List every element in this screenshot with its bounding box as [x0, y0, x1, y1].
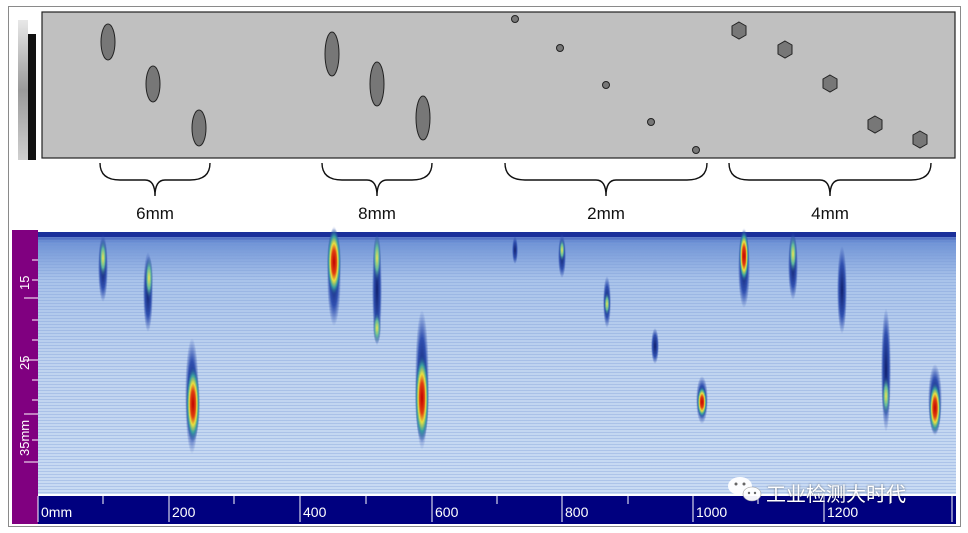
- watermark-text: 工业检测大时代: [728, 478, 906, 507]
- position-tick-label: 1000: [696, 504, 728, 520]
- depth-tick-label: 15: [17, 276, 32, 290]
- defect-ellipse: [324, 31, 340, 77]
- defect-group-2mm: [511, 15, 700, 154]
- group-label-2mm: 2mm: [587, 204, 625, 223]
- brace-2mm: [504, 162, 708, 197]
- position-tick-label: 800: [565, 504, 589, 520]
- bscan-texture: [38, 232, 956, 494]
- depth-scale-ticks: [24, 259, 38, 463]
- bscan-surface-echo: [38, 232, 956, 237]
- defect-circle: [602, 81, 610, 89]
- depth-scale-bar: [12, 230, 38, 524]
- watermark-label: 工业检测大时代: [766, 484, 906, 506]
- defect-hexagon: [777, 40, 793, 59]
- brace-6mm: [99, 162, 211, 197]
- position-tick-label: 400: [303, 504, 327, 520]
- position-tick-label: 1200: [827, 504, 859, 520]
- position-scale-ticks: [37, 496, 953, 522]
- defect-hexagon: [731, 21, 747, 40]
- defect-circle: [511, 15, 519, 23]
- wechat-icon: [728, 477, 762, 502]
- position-tick-label: 200: [172, 504, 196, 520]
- group-label-4mm: 4mm: [811, 204, 849, 223]
- defect-circle: [647, 118, 655, 126]
- group-braces: [99, 162, 932, 197]
- indications-4mm: [738, 228, 942, 436]
- depth-tick-label: 25: [17, 356, 32, 370]
- defect-group-8mm: [324, 31, 431, 141]
- position-tick-label: 600: [435, 504, 459, 520]
- defect-group-6mm: [100, 23, 207, 147]
- defect-circle: [556, 44, 564, 52]
- grayscale-bar-dark: [28, 34, 36, 160]
- indications-2mm: [512, 234, 708, 424]
- defect-group-4mm: [731, 21, 928, 149]
- test-block-schematic: [41, 11, 956, 159]
- indications-6mm: [98, 234, 200, 454]
- depth-tick-label: 35mm: [17, 420, 32, 456]
- defect-hexagon: [867, 115, 883, 134]
- defect-ellipse: [191, 109, 207, 147]
- defect-hexagon: [822, 74, 838, 93]
- brace-4mm: [728, 162, 932, 197]
- group-label-6mm: 6mm: [136, 204, 174, 223]
- brace-8mm: [321, 162, 433, 197]
- defect-hexagon: [912, 130, 928, 149]
- defect-circle: [692, 146, 700, 154]
- defect-ellipse: [145, 65, 161, 103]
- defect-ellipse: [369, 61, 385, 107]
- group-label-8mm: 8mm: [358, 204, 396, 223]
- grayscale-bar: [18, 20, 28, 160]
- indications-8mm: [327, 226, 429, 450]
- defect-ellipse: [415, 95, 431, 141]
- position-tick-label: 0mm: [41, 504, 73, 520]
- defect-ellipse: [100, 23, 116, 61]
